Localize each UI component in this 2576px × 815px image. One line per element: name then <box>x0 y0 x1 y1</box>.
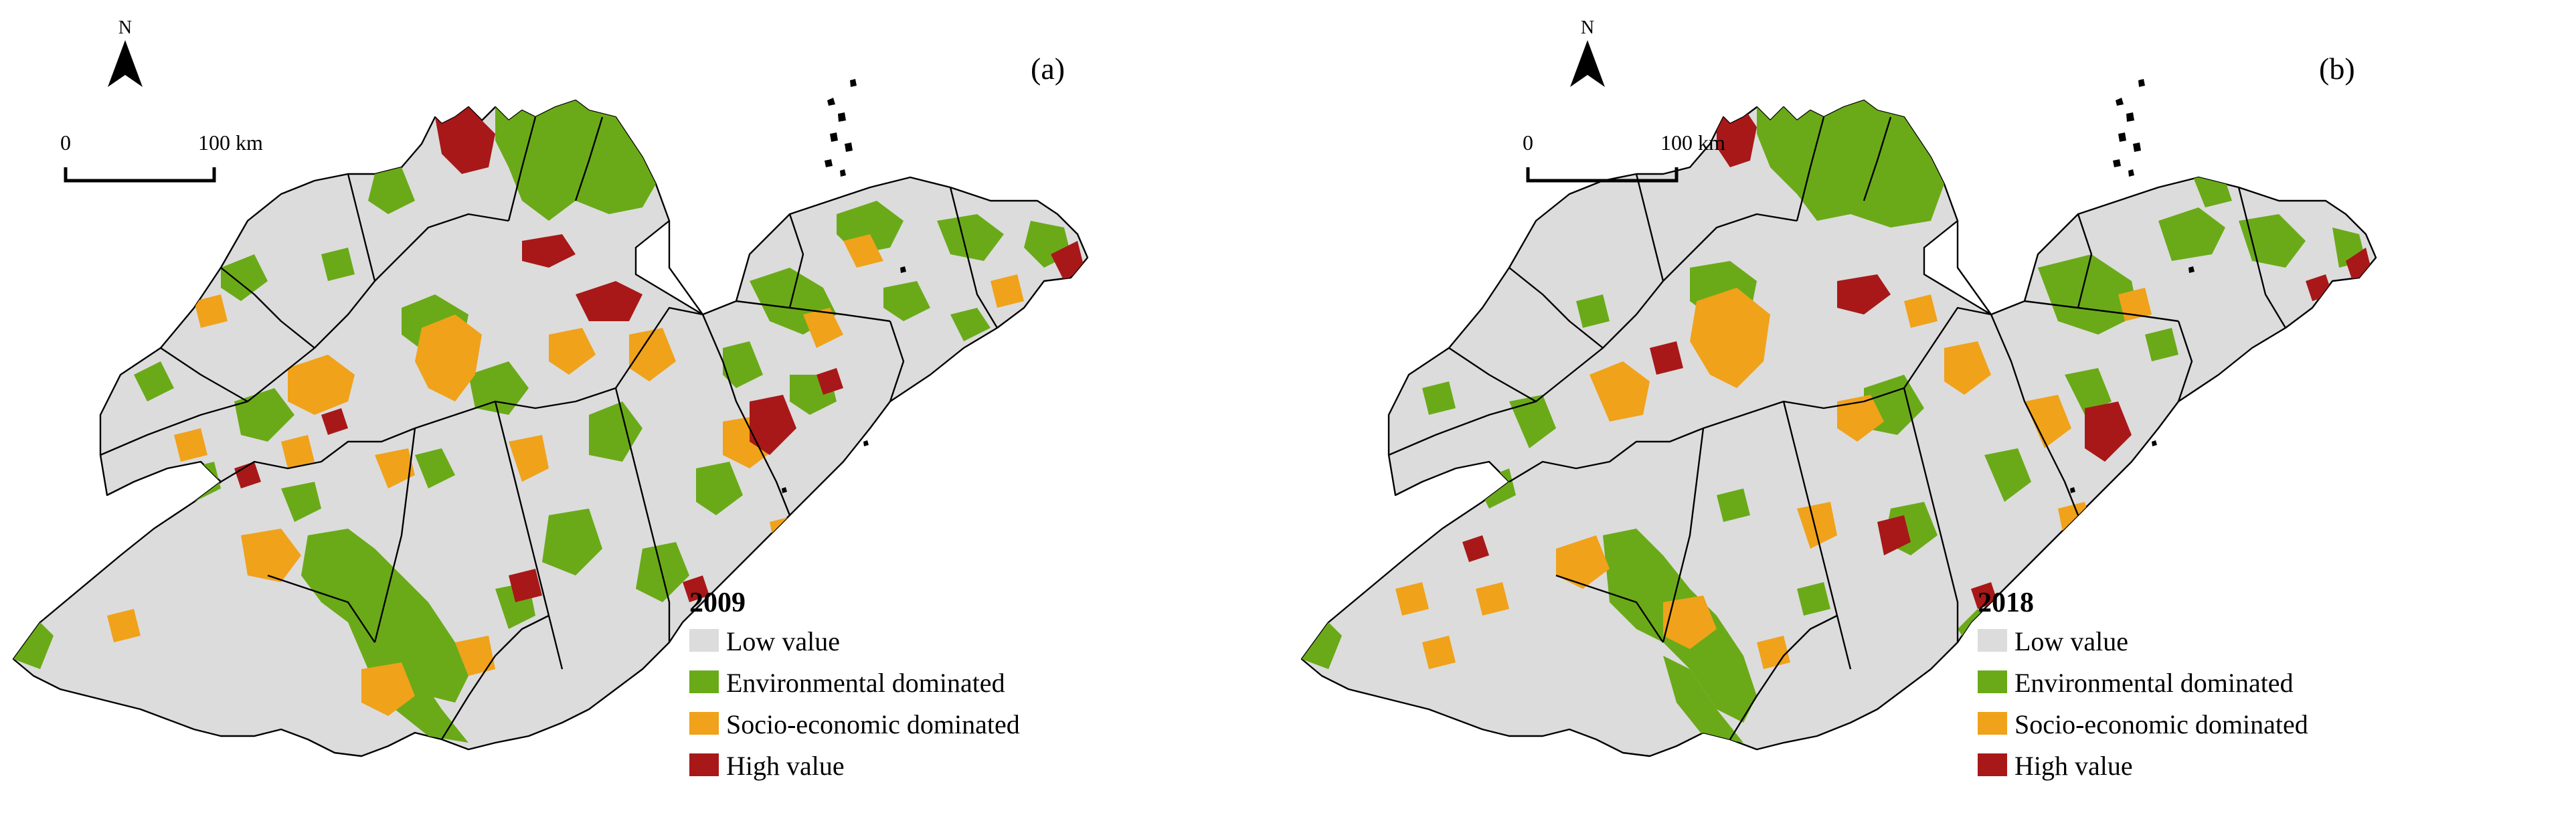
legend-swatch-environmental <box>1978 670 2007 693</box>
islands <box>782 79 906 493</box>
north-label: N <box>118 17 132 38</box>
legend-swatch-high <box>1978 753 2007 776</box>
panel-label: (b) <box>2319 52 2355 86</box>
map-panel-b: N 0 100 km (b) 2018 Low value Environmen… <box>1288 0 2576 815</box>
north-arrow-icon <box>1570 40 1605 87</box>
scale-start-label: 0 <box>60 130 71 155</box>
map-canvas-a: N 0 100 km (a) 2009 Low value Environmen… <box>12 17 1089 781</box>
scale-end-label: 100 km <box>1660 130 1725 155</box>
admin-boundaries <box>1388 116 2287 740</box>
map-canvas-b: N 0 100 km (b) 2018 Low value Environmen… <box>1300 17 2377 781</box>
admin-boundaries <box>100 116 999 740</box>
scale-bar: 0 100 km <box>1523 130 1725 183</box>
legend-year: 2009 <box>689 587 746 618</box>
islands <box>2070 79 2195 493</box>
legend: 2009 Low value Environmental dominated S… <box>689 587 1020 781</box>
legend-swatch-environmental <box>689 670 719 693</box>
scale-start-label: 0 <box>1523 130 1533 155</box>
legend: 2018 Low value Environmental dominated S… <box>1978 587 2308 781</box>
high-value-patches <box>234 107 1084 602</box>
scale-bar: 0 100 km <box>60 130 263 183</box>
legend-swatch-high <box>689 753 719 776</box>
legend-label-low: Low value <box>726 626 840 656</box>
scale-end-label: 100 km <box>198 130 263 155</box>
legend-label-high: High value <box>726 751 845 781</box>
legend-swatch-socio <box>1978 712 2007 735</box>
legend-label-environmental: Environmental dominated <box>2014 668 2294 698</box>
legend-label-socio: Socio-economic dominated <box>726 709 1020 739</box>
legend-label-low: Low value <box>2014 626 2128 656</box>
legend-swatch-socio <box>689 712 719 735</box>
legend-label-high: High value <box>2014 751 2133 781</box>
legend-label-socio: Socio-economic dominated <box>2014 709 2308 739</box>
panel-label: (a) <box>1031 52 1065 86</box>
legend-swatch-low <box>689 629 719 652</box>
legend-year: 2018 <box>1978 587 2034 618</box>
legend-label-environmental: Environmental dominated <box>726 668 1005 698</box>
north-label: N <box>1581 17 1594 38</box>
socio-economic-patches <box>1382 261 2152 669</box>
legend-swatch-low <box>1978 629 2007 652</box>
map-panel-a: N 0 100 km (a) 2009 Low value Environmen… <box>12 17 1089 781</box>
north-arrow-icon <box>108 40 143 87</box>
